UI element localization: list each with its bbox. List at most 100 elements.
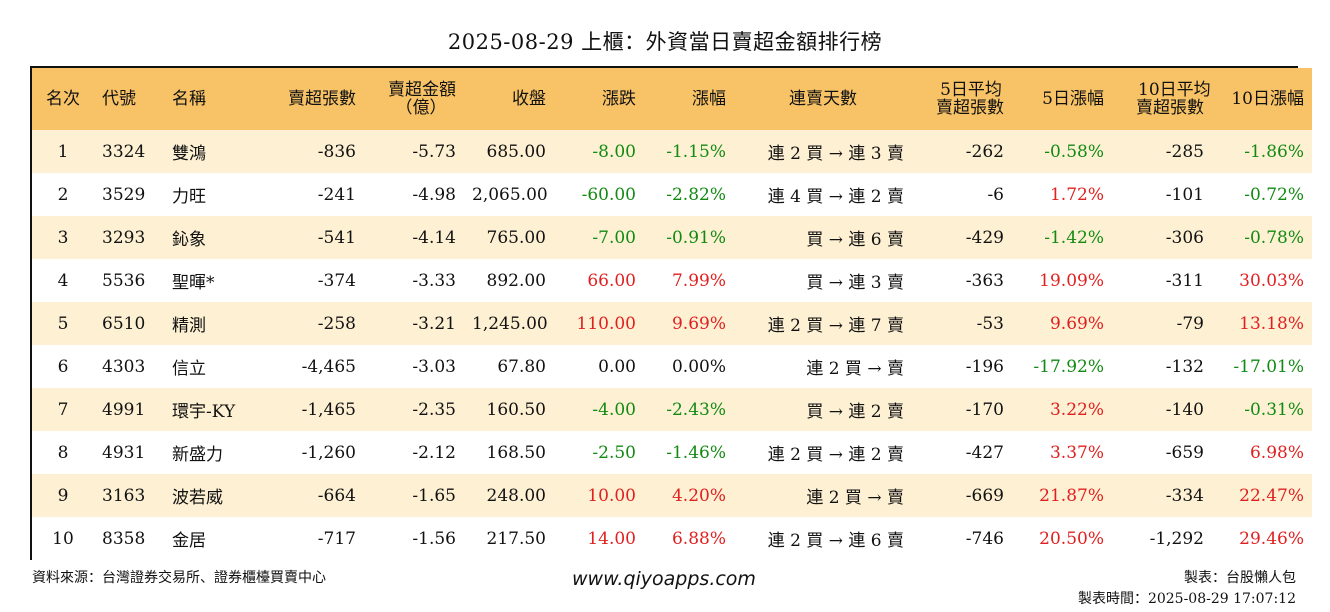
table-row: 8 4931 新盛力 -1,260 -2.12 168.50 -2.50 -1.… xyxy=(32,431,1312,474)
cell-streak: 買 → 連 3 賣 xyxy=(806,273,904,293)
cell-code: 5536 xyxy=(102,270,146,291)
table-row: 1 3324 雙鴻 -836 -5.73 685.00 -8.00 -1.15%… xyxy=(32,130,1312,173)
cell-rank: 4 xyxy=(57,270,69,291)
cell-rank: 9 xyxy=(57,485,69,506)
cell-avg5: -746 xyxy=(965,528,1004,549)
cell-avg10: -1,292 xyxy=(1149,528,1204,549)
cell-sell-amount: -2.35 xyxy=(412,399,456,420)
cell-close: 168.50 xyxy=(486,442,546,463)
table-row: 5 6510 精測 -258 -3.21 1,245.00 110.00 9.6… xyxy=(32,302,1312,345)
cell-avg5: -363 xyxy=(965,270,1004,291)
cell-change: 66.00 xyxy=(587,270,636,291)
cell-change: -2.50 xyxy=(592,442,636,463)
cell-rank: 2 xyxy=(57,184,69,205)
cell-avg5: -262 xyxy=(965,141,1004,162)
cell-sell-shares: -258 xyxy=(317,313,356,334)
header-code: 代號 xyxy=(102,89,136,109)
cell-code: 3163 xyxy=(102,485,146,506)
cell-change: -60.00 xyxy=(581,184,636,205)
cell-rank: 3 xyxy=(57,227,69,248)
cell-pct10: -0.31% xyxy=(1244,399,1304,420)
cell-change-pct: -2.82% xyxy=(666,184,726,205)
cell-rank: 7 xyxy=(57,399,69,420)
cell-streak: 連 2 買 → 連 2 賣 xyxy=(767,445,904,465)
cell-change: 110.00 xyxy=(576,313,636,334)
cell-change-pct: 9.69% xyxy=(671,313,726,334)
table-row: 6 4303 信立 -4,465 -3.03 67.80 0.00 0.00% … xyxy=(32,345,1312,388)
cell-name: 環宇-KY xyxy=(172,402,236,422)
cell-close: 2,065.00 xyxy=(472,184,548,205)
cell-streak: 連 4 買 → 連 2 賣 xyxy=(767,187,904,207)
cell-pct10: -17.01% xyxy=(1233,356,1304,377)
cell-pct10: -0.78% xyxy=(1244,227,1304,248)
author-note: 製表：台股懶人包 xyxy=(1184,570,1296,586)
cell-pct5: 21.87% xyxy=(1039,485,1104,506)
header-avg5-line2: 賣超張數 xyxy=(936,98,1004,118)
header-sell-amount-line2: （億） xyxy=(395,98,447,118)
cell-name: 精測 xyxy=(172,316,206,336)
cell-sell-shares: -1,465 xyxy=(301,399,356,420)
cell-change-pct: 4.20% xyxy=(671,485,726,506)
cell-streak: 連 2 買 → 連 3 賣 xyxy=(767,144,904,164)
cell-name: 信立 xyxy=(172,359,206,379)
cell-pct5: 3.37% xyxy=(1049,442,1104,463)
cell-name: 金居 xyxy=(172,531,206,551)
cell-change-pct: -1.15% xyxy=(666,141,726,162)
cell-sell-amount: -1.56 xyxy=(412,528,456,549)
cell-pct10: 13.18% xyxy=(1239,313,1304,334)
cell-change-pct: 0.00% xyxy=(671,356,726,377)
header-change: 漲跌 xyxy=(602,89,636,109)
cell-streak: 連 2 買 → 連 7 賣 xyxy=(767,316,904,336)
header-avg10: 10日平均 賣超張數 xyxy=(1112,68,1212,130)
cell-sell-amount: -3.03 xyxy=(412,356,456,377)
cell-change-pct: -2.43% xyxy=(666,399,726,420)
header-streak: 連賣天數 xyxy=(789,89,857,109)
cell-pct5: -0.58% xyxy=(1044,141,1104,162)
cell-change-pct: -0.91% xyxy=(666,227,726,248)
cell-name: 力旺 xyxy=(172,187,206,207)
cell-pct10: 30.03% xyxy=(1239,270,1304,291)
cell-pct10: 6.98% xyxy=(1249,442,1304,463)
cell-change: 10.00 xyxy=(587,485,636,506)
made-time-note: 製表時間：2025-08-29 17:07:12 xyxy=(1077,591,1296,607)
cell-change: -7.00 xyxy=(592,227,636,248)
cell-avg10: -79 xyxy=(1176,313,1204,334)
cell-close: 892.00 xyxy=(486,270,546,291)
cell-close: 217.50 xyxy=(486,528,546,549)
cell-avg10: -311 xyxy=(1165,270,1204,291)
cell-streak: 買 → 連 6 賣 xyxy=(806,230,904,250)
cell-sell-amount: -5.73 xyxy=(412,141,456,162)
cell-avg5: -170 xyxy=(965,399,1004,420)
header-change-pct: 漲幅 xyxy=(692,89,726,109)
cell-close: 248.00 xyxy=(486,485,546,506)
cell-pct5: 3.22% xyxy=(1049,399,1104,420)
table-row: 4 5536 聖暉* -374 -3.33 892.00 66.00 7.99%… xyxy=(32,259,1312,302)
header-close: 收盤 xyxy=(512,89,546,109)
cell-streak: 連 2 買 → 賣 xyxy=(806,359,904,379)
cell-rank: 8 xyxy=(57,442,69,463)
ranking-table-container: 名次 代號 名稱 賣超張數 賣超金額 （億） 收盤 漲跌 漲幅 連賣天數 5日平… xyxy=(30,66,1312,560)
header-row: 名次 代號 名稱 賣超張數 賣超金額 （億） 收盤 漲跌 漲幅 連賣天數 5日平… xyxy=(32,68,1312,130)
cell-pct5: 20.50% xyxy=(1039,528,1104,549)
cell-rank: 10 xyxy=(52,528,74,549)
table-row: 3 3293 鈊象 -541 -4.14 765.00 -7.00 -0.91%… xyxy=(32,216,1312,259)
table-row: 9 3163 波若威 -664 -1.65 248.00 10.00 4.20%… xyxy=(32,474,1312,517)
cell-sell-amount: -4.14 xyxy=(412,227,456,248)
table-row: 2 3529 力旺 -241 -4.98 2,065.00 -60.00 -2.… xyxy=(32,173,1312,216)
header-avg10-line1: 10日平均 xyxy=(1138,80,1211,100)
cell-avg5: -196 xyxy=(965,356,1004,377)
cell-change: -8.00 xyxy=(592,141,636,162)
cell-change-pct: -1.46% xyxy=(666,442,726,463)
header-name: 名稱 xyxy=(172,89,206,109)
cell-pct5: 9.69% xyxy=(1049,313,1104,334)
header-sell-amount-line1: 賣超金額 xyxy=(388,80,456,100)
cell-sell-amount: -2.12 xyxy=(412,442,456,463)
cell-sell-shares: -4,465 xyxy=(301,356,356,377)
cell-sell-shares: -374 xyxy=(317,270,356,291)
page-title: 2025-08-29 上櫃：外資當日賣超金額排行榜 xyxy=(447,30,883,54)
cell-name: 波若威 xyxy=(172,488,223,508)
table-row: 10 8358 金居 -717 -1.56 217.50 14.00 6.88%… xyxy=(32,517,1312,560)
cell-avg5: -6 xyxy=(987,184,1004,205)
cell-close: 160.50 xyxy=(486,399,546,420)
cell-change: 14.00 xyxy=(587,528,636,549)
